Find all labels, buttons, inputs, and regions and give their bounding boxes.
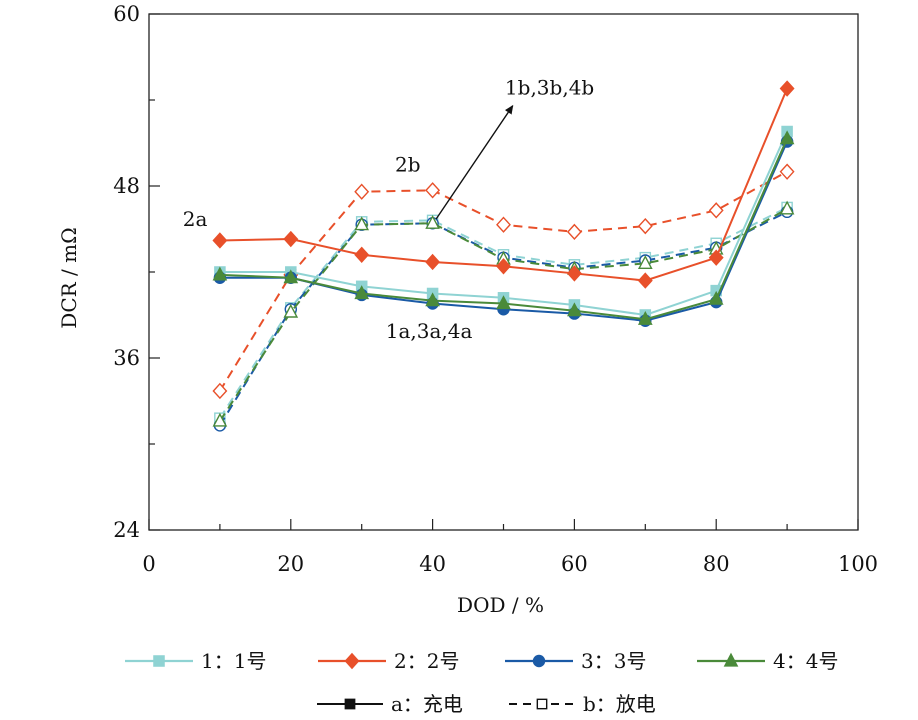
y-tick-label: 60 xyxy=(113,2,140,26)
series-line-3b xyxy=(219,210,788,426)
data-point-2b xyxy=(425,182,441,199)
legend-item-4: 4：4号 xyxy=(697,649,838,673)
y-tick-label: 48 xyxy=(113,174,140,198)
series-2a xyxy=(212,80,795,289)
legend-style-dashed: b：放电 xyxy=(509,692,656,716)
data-point-4a xyxy=(496,295,511,310)
legend-style-marker xyxy=(536,698,548,710)
annotation-label: 1a,3a,4a xyxy=(386,319,473,343)
data-point-2a xyxy=(283,230,299,248)
data-point-2b xyxy=(779,163,795,180)
x-axis-label: DOD / % xyxy=(457,593,544,617)
data-point-4a xyxy=(425,292,440,307)
annotation-label: 2b xyxy=(395,153,421,177)
data-point-2b xyxy=(212,382,228,400)
x-tick-label: 0 xyxy=(142,552,155,576)
y-tick-label: 24 xyxy=(113,518,140,542)
legend-swatch-marker xyxy=(532,654,546,668)
legend-swatch-marker xyxy=(153,655,165,667)
data-point-2b xyxy=(637,217,653,235)
data-point-4a xyxy=(567,302,582,317)
data-point-4a xyxy=(637,310,653,325)
x-tick-label: 40 xyxy=(419,552,446,576)
legend-item-2: 2：2号 xyxy=(318,649,459,673)
data-point-2a xyxy=(779,80,795,97)
data-point-2a xyxy=(425,253,441,271)
legend-swatch-marker xyxy=(344,652,360,670)
series-3b xyxy=(213,205,794,432)
legend-style-marker xyxy=(344,698,356,710)
axes: 0 20 40 60 80 100 24 36 48 60 DOD / % DCR / mΩ xyxy=(57,2,878,617)
data-point-4b xyxy=(212,412,228,427)
data-point-2a xyxy=(354,246,370,263)
data-point-2a xyxy=(637,272,653,289)
legend-style-label: b：放电 xyxy=(583,692,656,716)
annotation-arrow xyxy=(435,104,514,220)
legend-label: 1：1号 xyxy=(201,649,266,673)
y-tick-label: 36 xyxy=(113,346,140,370)
series-4a xyxy=(212,130,795,325)
x-tick-label: 80 xyxy=(703,552,730,576)
x-tick-label: 100 xyxy=(838,552,878,576)
data-point-4a xyxy=(283,269,299,284)
data-point-4a xyxy=(708,290,724,305)
x-tick-label: 60 xyxy=(561,552,588,576)
y-axis-label: DCR / mΩ xyxy=(57,227,81,328)
data-point-4b xyxy=(779,200,795,215)
data-point-4b xyxy=(637,255,653,269)
data-point-2b xyxy=(496,216,511,233)
legend-label: 4：4号 xyxy=(773,649,838,673)
legend-label: 2：2号 xyxy=(394,649,459,673)
data-point-2a xyxy=(708,249,724,266)
legend-swatch-marker xyxy=(723,652,739,667)
data-point-2a xyxy=(496,258,511,275)
data-point-4a xyxy=(354,285,370,300)
data-point-4a xyxy=(212,266,228,281)
data-point-2b xyxy=(354,183,370,200)
legend-item-3: 3：3号 xyxy=(505,649,646,673)
series-2b xyxy=(212,163,795,400)
data-point-4a xyxy=(779,130,795,145)
data-point-2a xyxy=(212,232,228,249)
legend-item-1: 1：1号 xyxy=(125,649,266,673)
data-point-4b xyxy=(354,216,370,231)
data-point-2b xyxy=(566,223,582,241)
annotation-label: 2a xyxy=(183,207,208,231)
legend-style-solid: a：充电 xyxy=(317,692,463,716)
data-point-2a xyxy=(566,265,582,282)
data-point-4b xyxy=(425,214,440,229)
legend: 1：1号 2：2号 3：3号 4：4号 a：充电 b：放电 xyxy=(125,649,838,716)
legend-label: 3：3号 xyxy=(581,649,646,673)
x-tick-label: 20 xyxy=(277,552,304,576)
annotations: 2a 2b 1b,3b,4b 1a,3a,4a xyxy=(183,75,594,343)
legend-style-label: a：充电 xyxy=(391,692,463,716)
data-point-4b xyxy=(283,303,299,318)
series-layer xyxy=(212,80,795,432)
data-point-2b xyxy=(708,202,724,219)
annotation-label: 1b,3b,4b xyxy=(505,75,594,99)
